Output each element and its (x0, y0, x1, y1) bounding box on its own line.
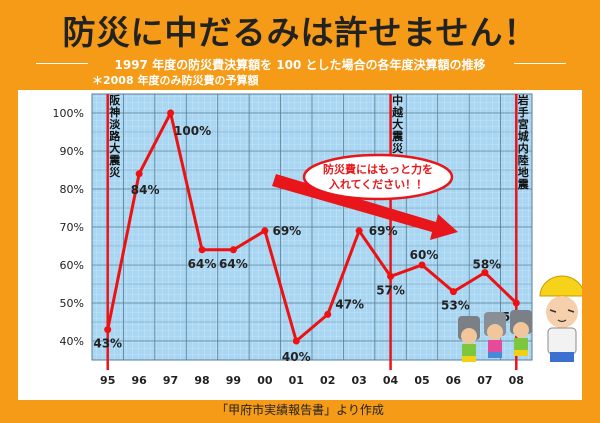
y-tick-label: 90% (60, 145, 84, 158)
chart-panel: 阪神淡路大震災中越大震災岩手宮城内陸地震 40% 50% 60% 70% 80% 90% 1… (18, 90, 582, 400)
budget-note: ＊2008 年度のみ防災費の予算額 (92, 74, 259, 87)
x-tick-label: 01 (289, 374, 304, 387)
x-tick-label: 00 (257, 374, 273, 387)
data-point (324, 310, 332, 318)
running-child-2 (484, 312, 506, 358)
svg-text:震: 震 (517, 178, 530, 191)
helmet-boy (539, 275, 582, 362)
svg-text:越: 越 (391, 105, 404, 119)
subtitle-rule-left (36, 63, 88, 64)
data-point (167, 109, 175, 117)
data-point (387, 272, 395, 280)
x-tick-label: 02 (320, 374, 335, 387)
data-label: 40% (282, 350, 311, 364)
callout-line-2: 入れてください！！ (329, 178, 427, 191)
x-tick-label: 96 (131, 374, 147, 387)
data-label: 69% (272, 224, 301, 238)
x-tick-label: 03 (351, 374, 366, 387)
running-child-1 (458, 316, 480, 362)
chart-subtitle: 1997 年度の防災費決算額を 100 とした場合の各年度決算額の推移 (114, 58, 486, 72)
y-tick-label: 50% (60, 297, 84, 310)
data-label: 57% (376, 283, 405, 297)
x-tick-label: 95 (100, 374, 115, 387)
data-point (292, 337, 300, 345)
callout-line-1: 防災費にはもっと力を (323, 162, 433, 176)
svg-text:内: 内 (518, 141, 529, 155)
svg-text:地: 地 (518, 165, 529, 179)
page-title: 防災に中だるみは許せません！ (62, 13, 538, 52)
svg-text:中: 中 (392, 93, 403, 107)
y-tick-label: 70% (60, 221, 84, 234)
data-label: 43% (93, 337, 122, 351)
y-tick-label: 60% (60, 259, 84, 272)
data-label: 64% (219, 257, 248, 271)
svg-text:陸: 陸 (518, 153, 529, 167)
x-tick-label: 06 (446, 374, 462, 387)
data-point (198, 246, 206, 254)
running-child-3 (510, 310, 532, 356)
svg-text:阪: 阪 (109, 93, 121, 107)
data-point (229, 246, 237, 254)
data-point (418, 261, 426, 269)
data-label: 84% (131, 183, 160, 197)
x-tick-label: 05 (414, 374, 429, 387)
svg-text:震: 震 (108, 154, 121, 167)
data-label: 58% (472, 258, 501, 272)
data-point (481, 269, 489, 277)
svg-text:手: 手 (518, 105, 529, 119)
data-point (355, 227, 363, 235)
x-tick-label: 04 (383, 374, 399, 387)
data-label: 47% (335, 297, 364, 311)
data-point (104, 326, 112, 334)
x-tick-label: 97 (163, 374, 178, 387)
subtitle-rule-right (514, 63, 566, 64)
data-label: 53% (441, 299, 470, 313)
appeal-callout: 防災費にはもっと力を 入れてください！！ (302, 153, 454, 201)
plot-border (91, 93, 533, 361)
data-point (512, 299, 520, 307)
y-tick-label: 80% (60, 183, 84, 196)
svg-text:城: 城 (518, 129, 529, 143)
data-source: 「甲府市実績報告書」より作成 (216, 403, 384, 417)
callout-bubble (302, 153, 454, 201)
svg-text:宮: 宮 (518, 117, 529, 131)
svg-text:災: 災 (108, 166, 121, 179)
svg-text:淡: 淡 (109, 118, 121, 131)
svg-text:大: 大 (392, 117, 403, 131)
data-point (449, 288, 457, 296)
svg-text:震: 震 (391, 130, 404, 143)
svg-text:大: 大 (109, 141, 120, 155)
svg-text:路: 路 (109, 129, 121, 143)
data-label: 64% (188, 257, 217, 271)
x-tick-label: 08 (509, 374, 524, 387)
x-tick-label: 99 (226, 374, 241, 387)
series-line (106, 108, 518, 344)
x-tick-label: 07 (477, 374, 492, 387)
data-label: 60% (410, 248, 439, 262)
y-tick-label: 40% (60, 335, 84, 348)
data-label: 100% (174, 124, 211, 138)
y-tick-label: 100% (53, 107, 84, 120)
data-point (135, 170, 143, 178)
helmet-kids-illustration (458, 275, 582, 362)
svg-text:災: 災 (391, 142, 404, 155)
svg-text:岩: 岩 (517, 93, 529, 107)
svg-text:神: 神 (109, 105, 120, 119)
x-tick-label: 98 (194, 374, 209, 387)
data-label: 69% (369, 224, 398, 238)
data-point (261, 227, 269, 235)
